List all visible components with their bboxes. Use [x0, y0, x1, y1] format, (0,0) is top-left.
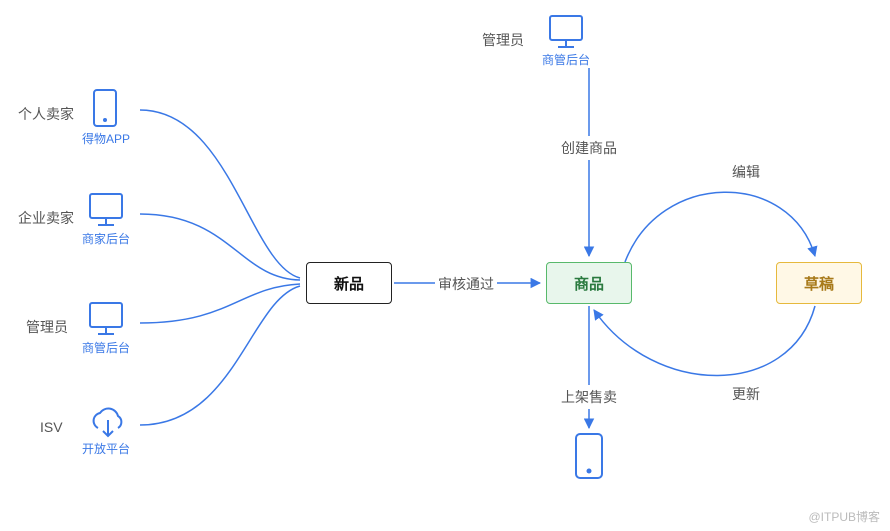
node-new: 新品: [306, 262, 392, 304]
monitor-icon: [90, 303, 122, 334]
diagram-svg: [0, 0, 890, 531]
edge-update: [594, 306, 815, 376]
monitor-icon: [550, 16, 582, 47]
node-draft: 草稿: [776, 262, 862, 304]
actor-enterprise-seller: 企业卖家: [18, 208, 74, 228]
edge-label-update: 更新: [732, 384, 760, 404]
edge-label-create: 创建商品: [558, 136, 620, 160]
cloud-icon: [94, 409, 122, 436]
edge-label-sell: 上架售卖: [558, 385, 620, 409]
node-draft-label: 草稿: [804, 273, 834, 294]
watermark: @ITPUB博客: [808, 508, 880, 525]
icon-label-admin-left: 商管后台: [82, 339, 130, 356]
edge-edit: [625, 192, 815, 262]
edge-label-approve: 审核通过: [435, 274, 497, 294]
edge-personal-to-new: [140, 110, 300, 278]
icon-label-merchant: 商家后台: [82, 230, 130, 247]
edge-label-edit: 编辑: [732, 162, 760, 182]
node-product-label: 商品: [574, 273, 604, 294]
node-product: 商品: [546, 262, 632, 304]
actor-personal-seller: 个人卖家: [18, 104, 74, 124]
actor-admin-top: 管理员: [482, 30, 524, 50]
phone-icon: [94, 90, 116, 126]
node-new-label: 新品: [334, 273, 364, 294]
phone-icon: [576, 434, 602, 478]
edge-isv-to-new: [140, 286, 300, 425]
icon-label-open-platform: 开放平台: [82, 440, 130, 457]
actor-isv: ISV: [40, 419, 63, 435]
icon-label-dewu: 得物APP: [82, 130, 130, 147]
edge-enterprise-to-new: [140, 214, 300, 280]
icon-label-admin-top: 商管后台: [542, 51, 590, 68]
monitor-icon: [90, 194, 122, 225]
actor-admin-left: 管理员: [26, 317, 68, 337]
